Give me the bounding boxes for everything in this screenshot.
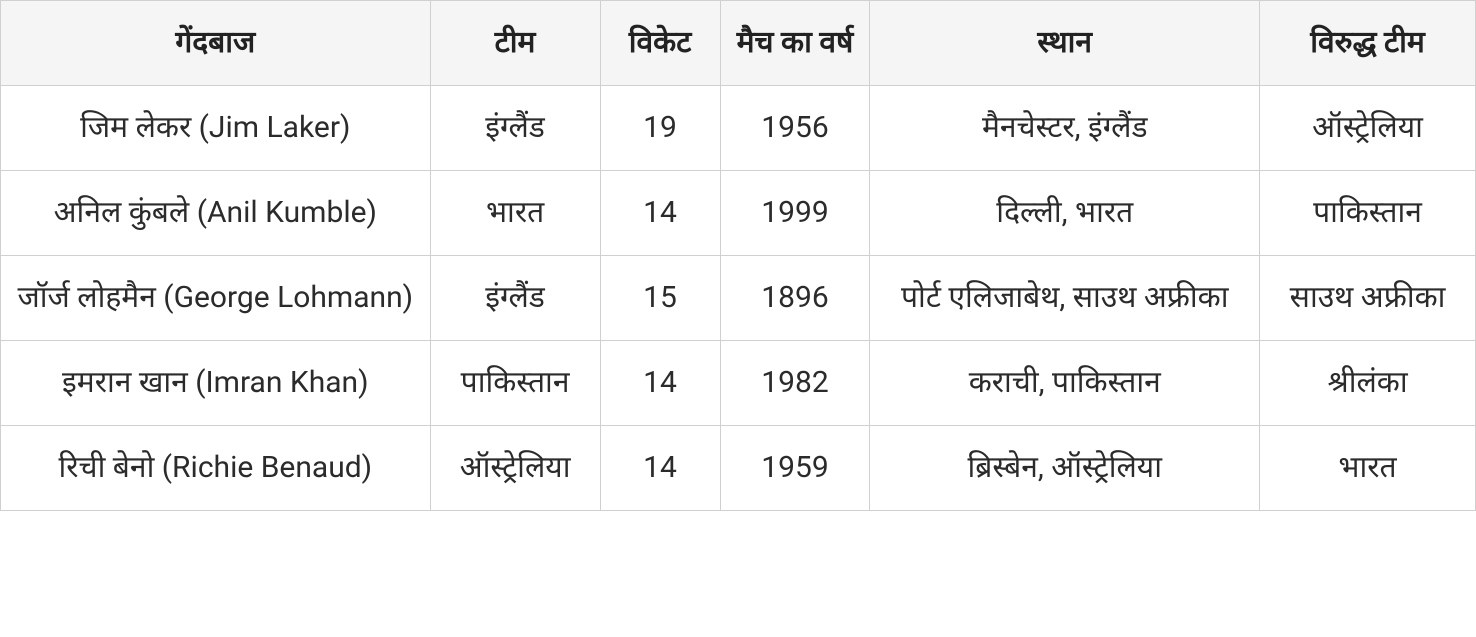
cell-team: इंग्लैंड xyxy=(430,86,600,171)
table-row: रिची बेनो (Richie Benaud) ऑस्ट्रेलिया 14… xyxy=(1,426,1476,511)
column-header-team: टीम xyxy=(430,1,600,86)
cell-bowler: इमरान खान (Imran Khan) xyxy=(1,341,431,426)
cell-team: पाकिस्तान xyxy=(430,341,600,426)
cell-wickets: 14 xyxy=(600,341,720,426)
column-header-wickets: विकेट xyxy=(600,1,720,86)
cell-year: 1999 xyxy=(720,171,870,256)
cell-opponent: ऑस्ट्रेलिया xyxy=(1260,86,1476,171)
table-row: जिम लेकर (Jim Laker) इंग्लैंड 19 1956 मै… xyxy=(1,86,1476,171)
cell-venue: पोर्ट एलिजाबेथ, साउथ अफ्रीका xyxy=(870,256,1260,341)
table-row: अनिल कुंबले (Anil Kumble) भारत 14 1999 द… xyxy=(1,171,1476,256)
table-row: इमरान खान (Imran Khan) पाकिस्तान 14 1982… xyxy=(1,341,1476,426)
cell-team: ऑस्ट्रेलिया xyxy=(430,426,600,511)
cell-venue: कराची, पाकिस्तान xyxy=(870,341,1260,426)
cell-venue: मैनचेस्टर, इंग्लैंड xyxy=(870,86,1260,171)
table-header: गेंदबाज टीम विकेट मैच का वर्ष स्थान विरु… xyxy=(1,1,1476,86)
cell-wickets: 15 xyxy=(600,256,720,341)
cell-bowler: अनिल कुंबले (Anil Kumble) xyxy=(1,171,431,256)
cell-bowler: जिम लेकर (Jim Laker) xyxy=(1,86,431,171)
column-header-opponent: विरुद्ध टीम xyxy=(1260,1,1476,86)
cell-opponent: पाकिस्तान xyxy=(1260,171,1476,256)
cell-opponent: श्रीलंका xyxy=(1260,341,1476,426)
column-header-venue: स्थान xyxy=(870,1,1260,86)
cell-venue: ब्रिस्बेन, ऑस्ट्रेलिया xyxy=(870,426,1260,511)
column-header-bowler: गेंदबाज xyxy=(1,1,431,86)
cell-year: 1896 xyxy=(720,256,870,341)
cell-wickets: 19 xyxy=(600,86,720,171)
cell-team: भारत xyxy=(430,171,600,256)
cell-wickets: 14 xyxy=(600,426,720,511)
cell-bowler: रिची बेनो (Richie Benaud) xyxy=(1,426,431,511)
table-row: जॉर्ज लोहमैन (George Lohmann) इंग्लैंड 1… xyxy=(1,256,1476,341)
table-body: जिम लेकर (Jim Laker) इंग्लैंड 19 1956 मै… xyxy=(1,86,1476,511)
cricket-bowlers-table: गेंदबाज टीम विकेट मैच का वर्ष स्थान विरु… xyxy=(0,0,1476,511)
cell-opponent: साउथ अफ्रीका xyxy=(1260,256,1476,341)
cell-team: इंग्लैंड xyxy=(430,256,600,341)
cell-year: 1982 xyxy=(720,341,870,426)
cell-wickets: 14 xyxy=(600,171,720,256)
cell-bowler: जॉर्ज लोहमैन (George Lohmann) xyxy=(1,256,431,341)
cell-opponent: भारत xyxy=(1260,426,1476,511)
cell-venue: दिल्ली, भारत xyxy=(870,171,1260,256)
cell-year: 1959 xyxy=(720,426,870,511)
cell-year: 1956 xyxy=(720,86,870,171)
table-header-row: गेंदबाज टीम विकेट मैच का वर्ष स्थान विरु… xyxy=(1,1,1476,86)
column-header-year: मैच का वर्ष xyxy=(720,1,870,86)
